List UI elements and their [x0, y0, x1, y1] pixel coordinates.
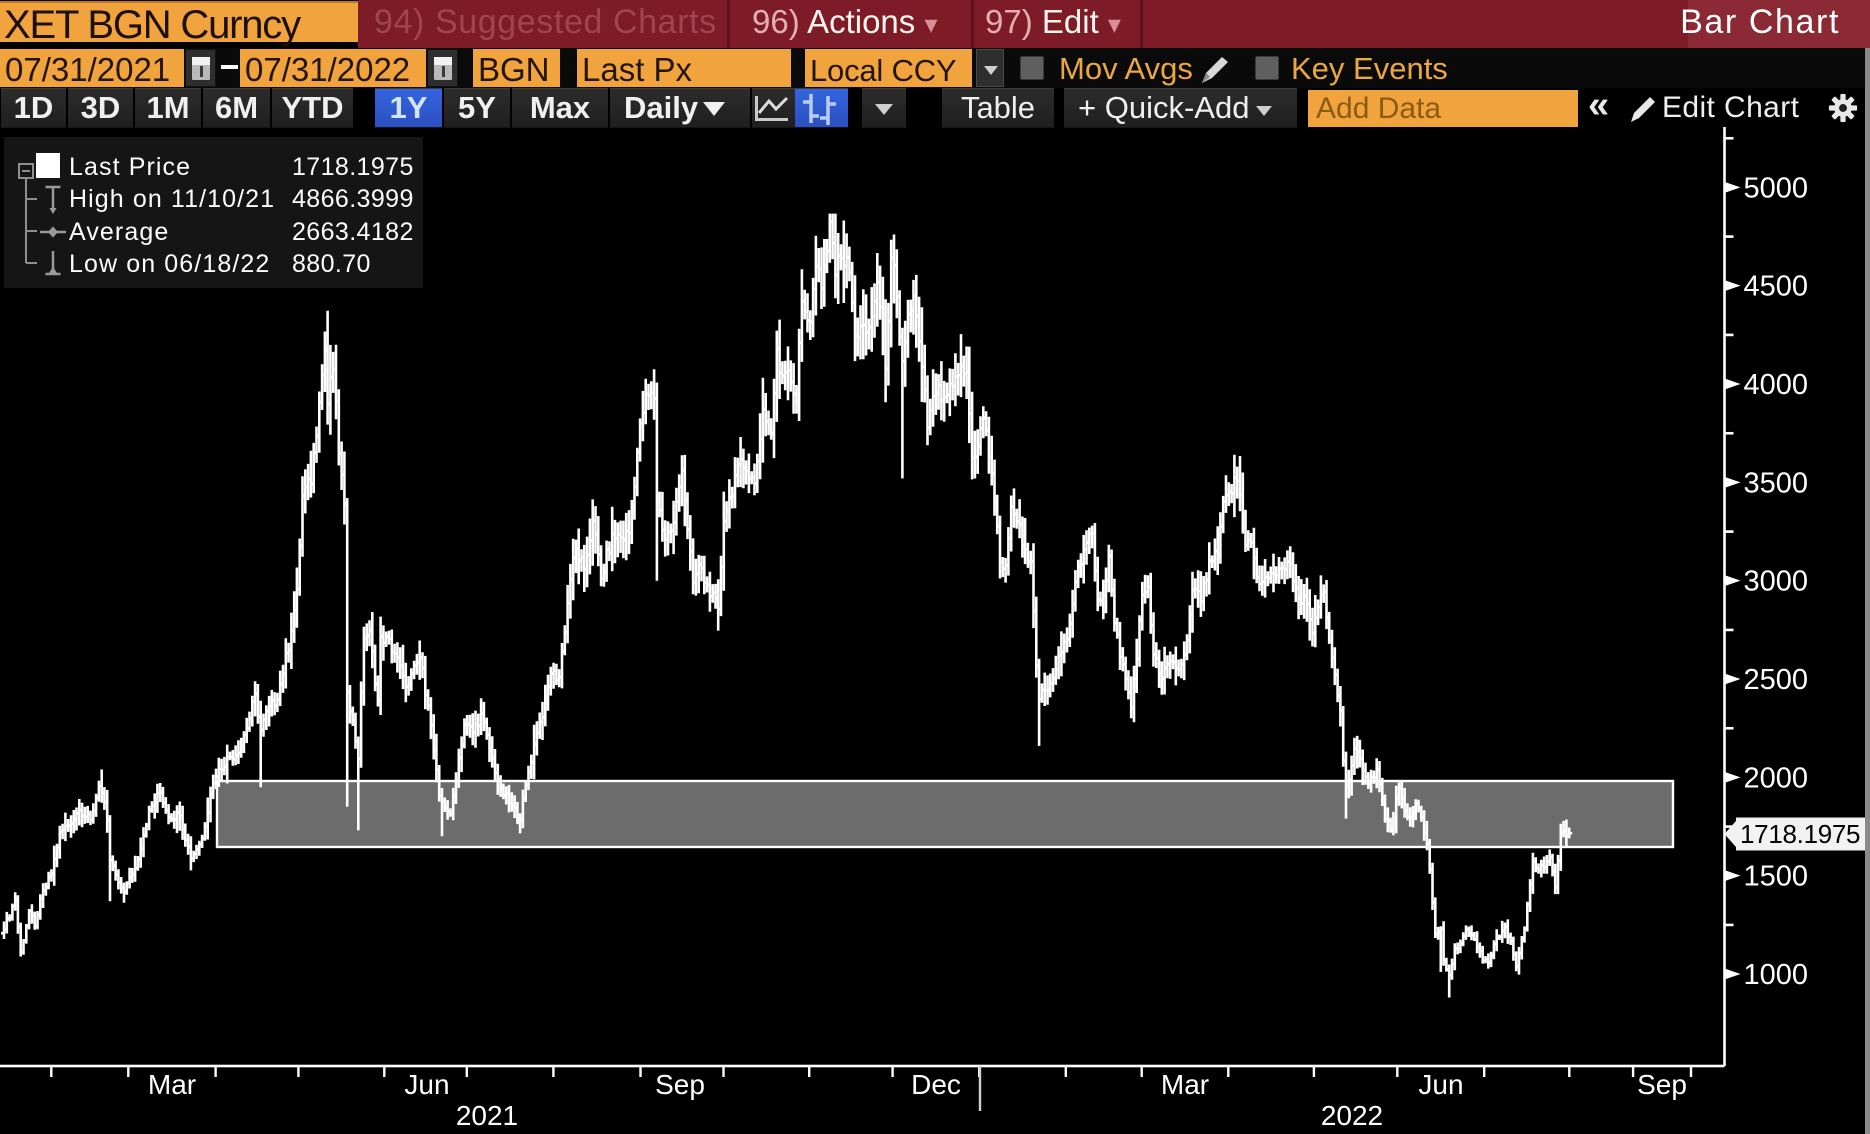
svg-text:Sep: Sep [655, 1069, 705, 1100]
svg-text:2000: 2000 [1744, 762, 1809, 794]
svg-text:Dec: Dec [911, 1069, 961, 1100]
svg-text:Jun: Jun [1418, 1069, 1463, 1100]
svg-text:4000: 4000 [1744, 369, 1809, 401]
svg-text:5000: 5000 [1744, 172, 1809, 204]
svg-text:Jun: Jun [404, 1069, 449, 1100]
svg-text:1000: 1000 [1744, 959, 1809, 991]
svg-text:2022: 2022 [1321, 1100, 1383, 1131]
svg-text:Sep: Sep [1637, 1069, 1687, 1100]
svg-text:Mar: Mar [1161, 1069, 1209, 1100]
svg-text:1500: 1500 [1744, 861, 1809, 893]
svg-text:3000: 3000 [1744, 566, 1809, 598]
svg-text:3500: 3500 [1744, 467, 1809, 499]
svg-text:2500: 2500 [1744, 664, 1809, 696]
svg-text:4500: 4500 [1744, 271, 1809, 303]
svg-text:2021: 2021 [456, 1100, 518, 1131]
svg-text:1718.1975: 1718.1975 [1740, 819, 1860, 849]
svg-text:Mar: Mar [148, 1069, 196, 1100]
